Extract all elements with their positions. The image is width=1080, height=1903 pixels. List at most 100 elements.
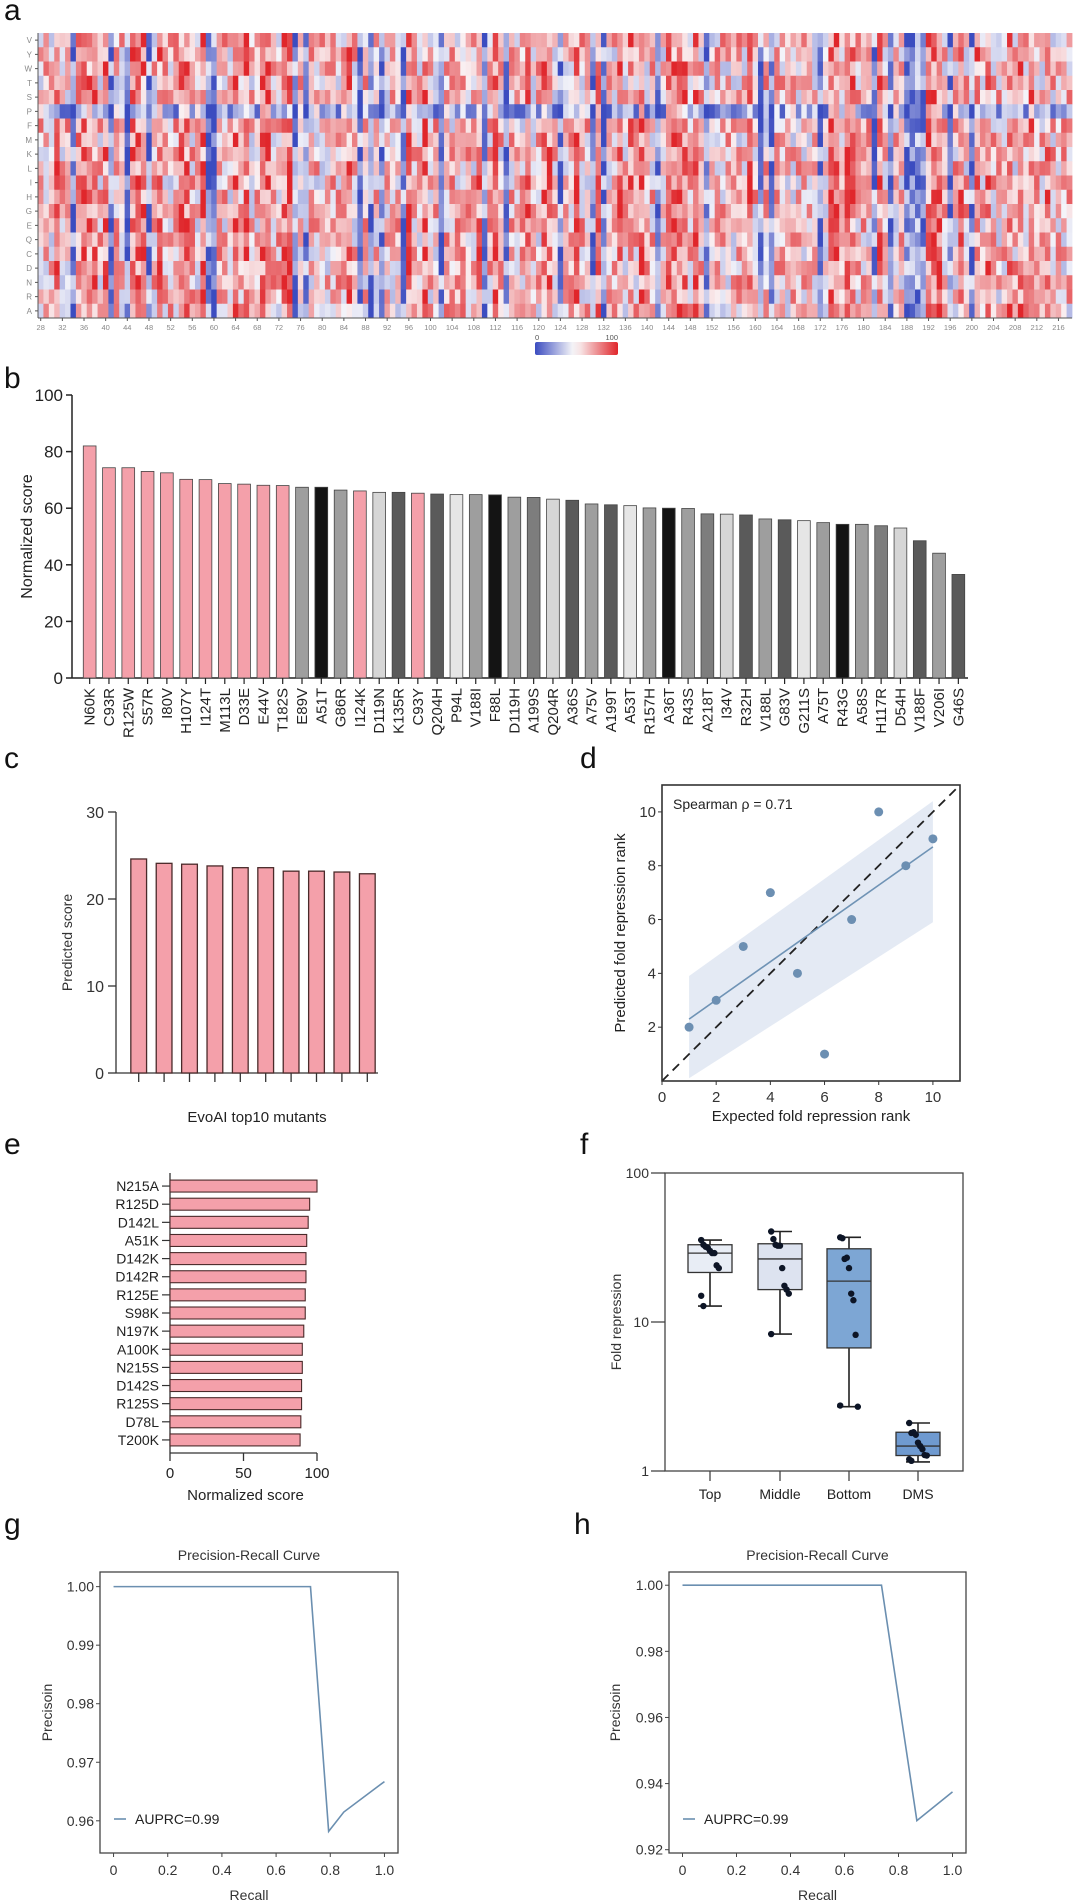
heatmap-cell	[817, 275, 824, 290]
heatmap-cell	[774, 104, 781, 119]
heatmap-cell	[850, 161, 856, 176]
heatmap-cell	[579, 132, 586, 148]
heatmap-cell	[433, 246, 439, 262]
heatmap-cell	[487, 189, 494, 205]
heatmap-cell	[833, 161, 840, 176]
heatmap-cell	[942, 118, 948, 134]
heatmap-row-label: I	[30, 179, 32, 188]
heatmap-cell	[281, 275, 288, 290]
heatmap-cell	[541, 47, 548, 62]
heatmap-cell	[330, 75, 337, 91]
heatmap-cell	[974, 104, 981, 119]
heatmap-cell	[720, 118, 726, 134]
heatmap-cell	[162, 132, 169, 148]
scatter-point	[738, 941, 748, 951]
heatmap-cell	[135, 218, 142, 233]
heatmap-cell	[1039, 147, 1046, 162]
heatmap-cell	[1001, 189, 1008, 205]
heatmap-cell	[898, 303, 905, 319]
heatmap-cell	[974, 47, 981, 62]
data-point	[711, 1249, 718, 1257]
heatmap-cell	[1066, 75, 1073, 91]
heatmap-cell	[541, 132, 548, 148]
heatmap-cell	[568, 175, 575, 191]
heatmap-cell	[173, 189, 180, 205]
x-tick-label: 0	[658, 1089, 666, 1106]
bar	[169, 1288, 306, 1302]
heatmap-cell	[454, 118, 461, 134]
heatmap-cell	[508, 75, 515, 91]
scatter-point	[765, 888, 775, 898]
heatmap-cell	[1001, 33, 1008, 48]
heatmap-cell	[319, 47, 326, 62]
heatmap-cell	[844, 204, 851, 219]
heatmap-cell	[65, 161, 71, 176]
x-tick-label: R43S	[680, 688, 697, 726]
heatmap-cell	[194, 175, 201, 191]
heatmap-cell	[481, 47, 488, 62]
heatmap-cell	[822, 33, 829, 48]
heatmap-cell	[877, 218, 883, 233]
heatmap-cell	[1061, 289, 1067, 305]
heatmap-cell	[584, 275, 591, 290]
heatmap-cell	[173, 218, 180, 233]
heatmap-cell	[189, 232, 196, 248]
heatmap-cell	[335, 275, 342, 290]
heatmap-cell	[530, 218, 537, 233]
heatmap-cell	[1028, 132, 1035, 148]
heatmap-cell	[189, 118, 196, 134]
heatmap-cell	[433, 118, 439, 134]
heatmap-cell	[48, 61, 55, 77]
heatmap-cell	[925, 104, 932, 119]
heatmap-cell	[227, 232, 234, 248]
heatmap-cell	[979, 161, 986, 176]
heatmap-cell	[308, 75, 315, 91]
heatmap-cell	[492, 189, 499, 205]
heatmap-cell	[362, 246, 369, 262]
heatmap-cell	[351, 75, 358, 91]
heatmap-cell	[162, 175, 169, 191]
heatmap-cell	[222, 303, 228, 319]
heatmap-cell	[205, 47, 212, 62]
heatmap-cell	[227, 104, 234, 119]
heatmap-cell	[519, 161, 526, 176]
bar	[155, 862, 173, 1074]
heatmap-cell	[438, 275, 445, 290]
heatmap-cell	[839, 75, 846, 91]
heatmap-cell	[536, 189, 542, 205]
heatmap-cell	[373, 261, 380, 276]
heatmap-cell	[406, 47, 412, 62]
heatmap-cell	[444, 104, 450, 119]
heatmap-cell	[514, 90, 521, 105]
heatmap-cell	[243, 218, 250, 233]
heatmap-cell	[346, 232, 353, 248]
heatmap-cell	[48, 175, 55, 191]
x-tick-label: A75V	[584, 688, 601, 725]
heatmap-x-tick-label: 156	[727, 323, 740, 332]
heatmap-cell	[303, 261, 310, 276]
heatmap-cell	[676, 161, 683, 176]
heatmap-cell	[633, 303, 640, 319]
heatmap-cell	[205, 189, 212, 205]
heatmap-cell	[157, 104, 163, 119]
heatmap-cell	[400, 104, 407, 119]
heatmap-cell	[205, 33, 212, 48]
heatmap-cell	[850, 275, 856, 290]
heatmap-cell	[297, 218, 304, 233]
heatmap-cell	[1017, 189, 1024, 205]
x-tick-label: 10	[925, 1089, 942, 1106]
heatmap-cell	[665, 204, 672, 219]
heatmap-cell	[254, 189, 261, 205]
heatmap-cell	[146, 147, 153, 162]
heatmap-cell	[102, 61, 109, 77]
heatmap-cell	[379, 303, 385, 319]
heatmap-cell	[671, 204, 678, 219]
heatmap-cell	[579, 275, 586, 290]
heatmap-cell	[817, 118, 824, 134]
heatmap-cell	[1007, 147, 1013, 162]
heatmap-cell	[855, 261, 862, 276]
heatmap-cell	[135, 147, 142, 162]
heatmap-cell	[584, 132, 591, 148]
heatmap-cell	[43, 75, 50, 91]
